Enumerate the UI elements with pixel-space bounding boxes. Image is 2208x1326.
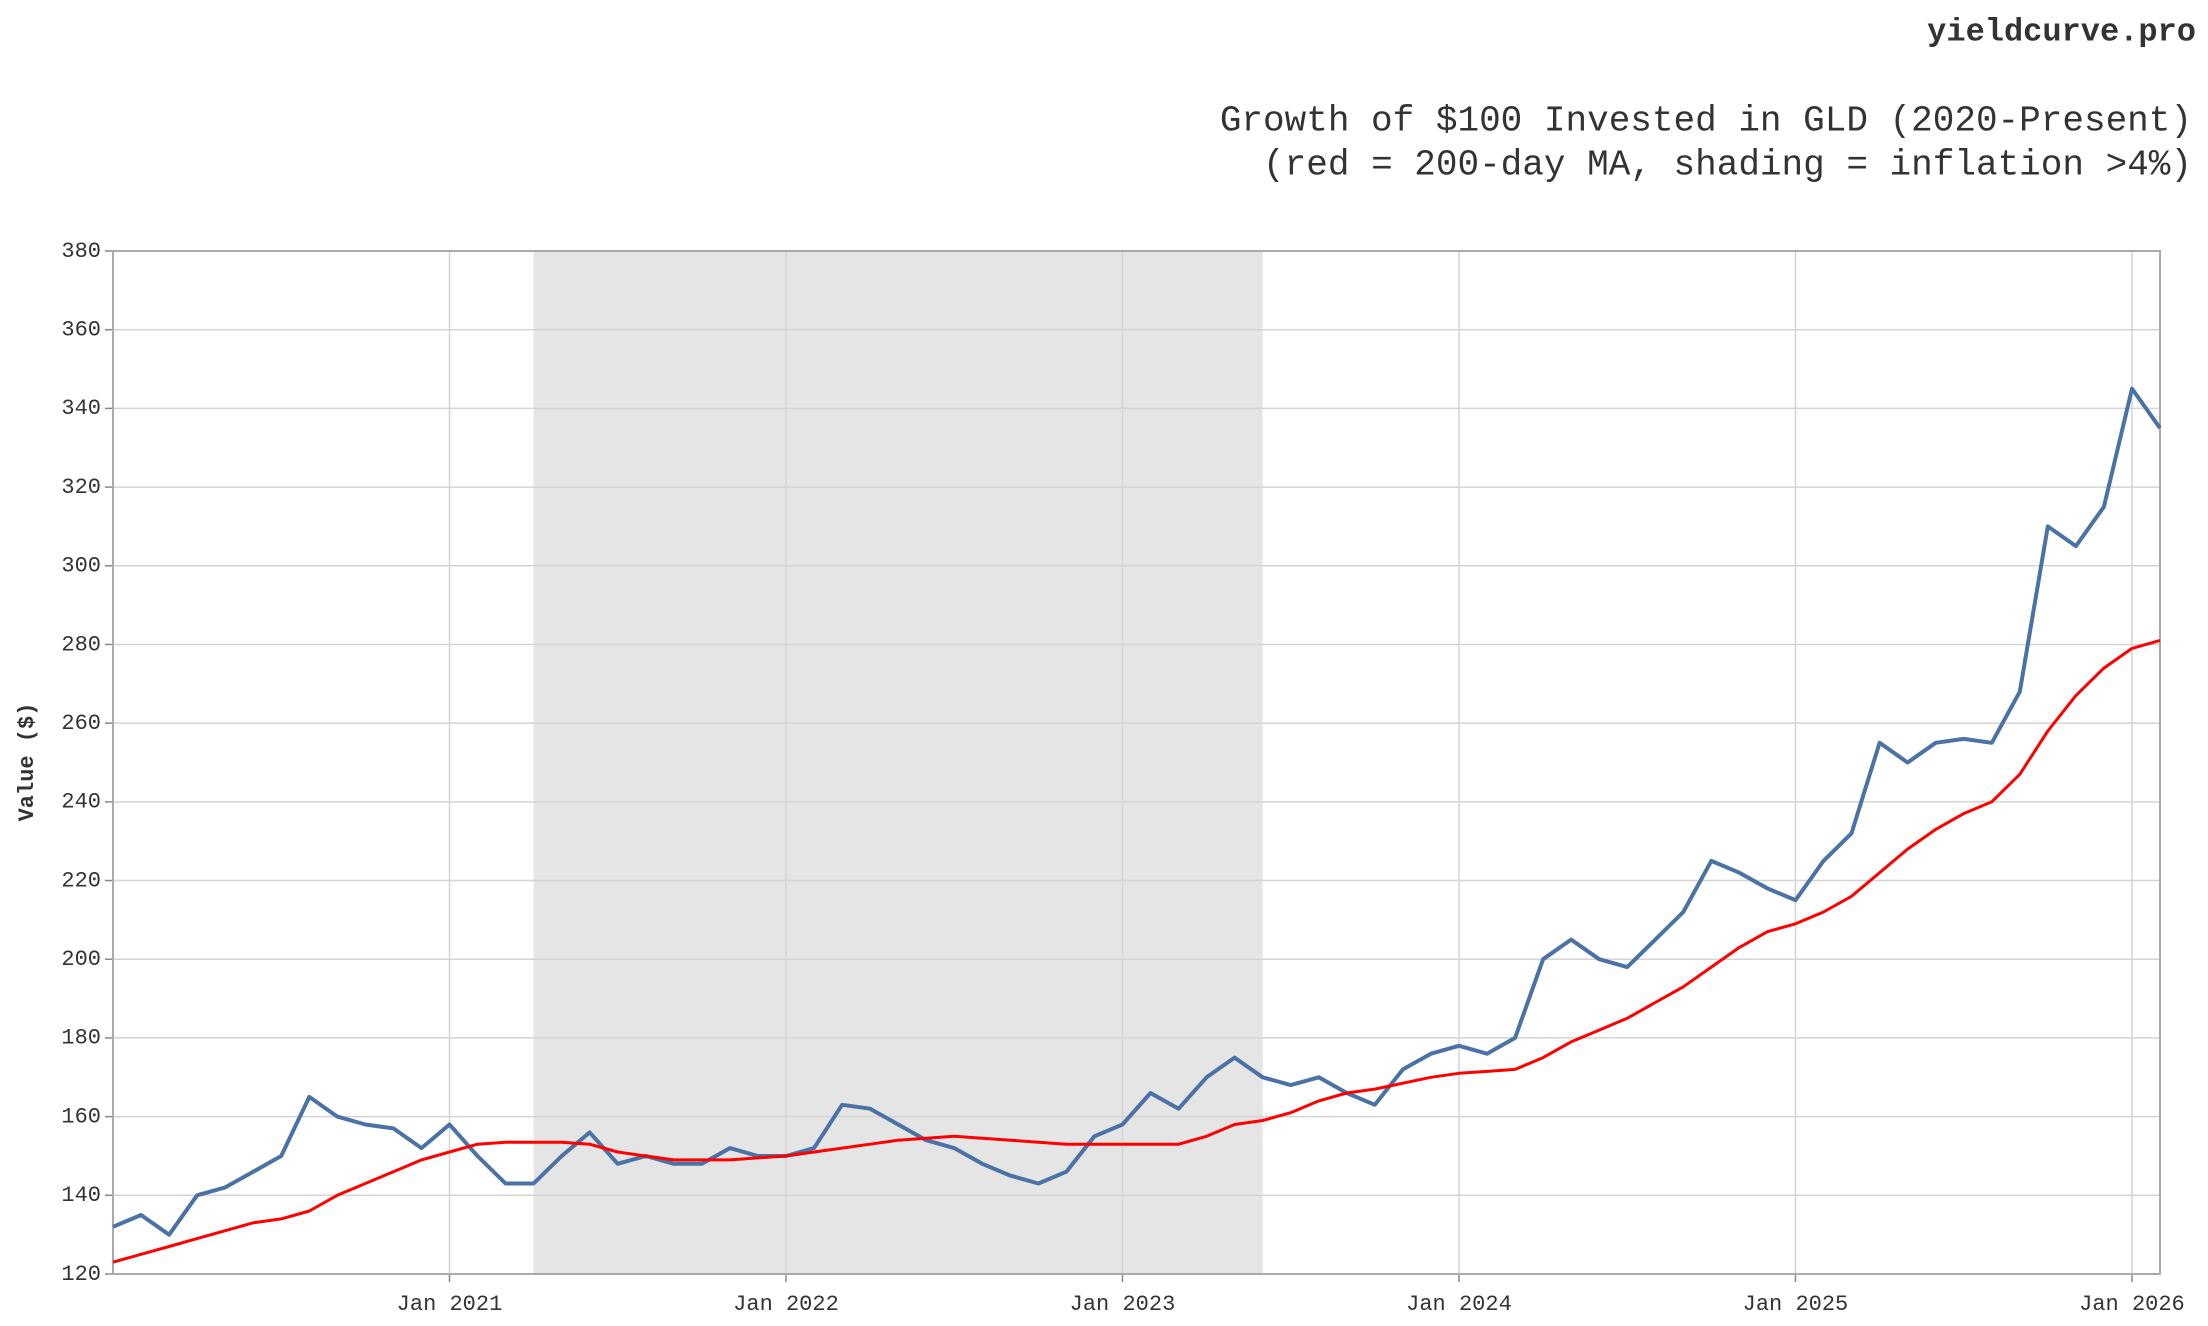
series-line — [112, 639, 2161, 1264]
x-tick-label: Jan 2023 — [1070, 1292, 1176, 1317]
y-tick-label: 360 — [61, 318, 101, 343]
series-line — [112, 386, 2162, 1237]
x-tick-label: Jan 2022 — [733, 1292, 839, 1317]
y-tick-label: 320 — [61, 475, 101, 500]
inflation-shading — [533, 251, 1263, 1274]
y-tick-label: 240 — [61, 790, 101, 815]
chart-subtitle: (red = 200-day MA, shading = inflation >… — [1263, 145, 2192, 186]
y-tick-label: 180 — [61, 1026, 101, 1051]
y-tick-label: 160 — [61, 1104, 101, 1129]
y-tick-label: 380 — [61, 239, 101, 264]
y-tick-label: 120 — [61, 1262, 101, 1287]
y-axis-label: Value ($) — [15, 703, 40, 822]
y-tick-label: 140 — [61, 1183, 101, 1208]
chart-title: Growth of $100 Invested in GLD (2020-Pre… — [1220, 101, 2192, 142]
x-tick-label: Jan 2025 — [1743, 1292, 1849, 1317]
brand: yieldcurve.pro — [1927, 13, 2196, 50]
y-tick-label: 300 — [61, 554, 101, 579]
y-tick-label: 200 — [61, 947, 101, 972]
y-tick-label: 220 — [61, 868, 101, 893]
x-tick-label: Jan 2021 — [397, 1292, 503, 1317]
y-tick-label: 260 — [61, 711, 101, 736]
plot-frame — [112, 250, 2161, 1275]
x-tick-label: Jan 2026 — [2079, 1292, 2185, 1317]
y-tick-label: 340 — [61, 396, 101, 421]
x-tick-label: Jan 2024 — [1406, 1292, 1512, 1317]
y-tick-label: 280 — [61, 632, 101, 657]
